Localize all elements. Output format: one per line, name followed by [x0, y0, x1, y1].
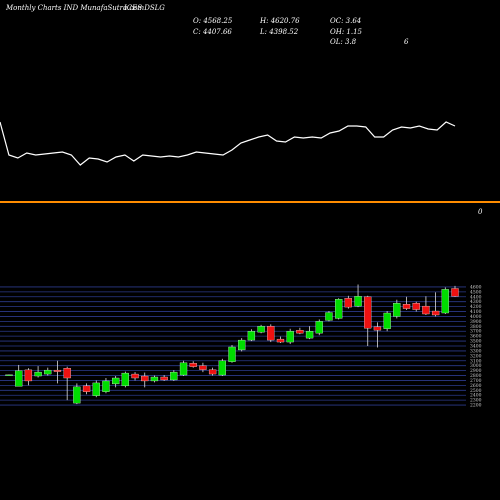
y-tick-label: 4000 — [470, 314, 482, 320]
y-tick-label: 4500 — [470, 289, 482, 295]
stat: H: 4620.76 — [259, 17, 300, 25]
y-tick-label: 3700 — [470, 329, 482, 335]
candle-body — [102, 380, 110, 392]
candle-body — [247, 331, 256, 341]
candle-body — [228, 346, 236, 362]
candle-body — [305, 331, 314, 339]
y-tick-label: 4100 — [470, 309, 482, 315]
candle-body — [44, 369, 52, 375]
stat: O: 4568.25 — [193, 17, 233, 25]
candle-body — [141, 375, 149, 382]
y-tick-label: 4400 — [470, 294, 482, 300]
candle-body — [451, 288, 459, 297]
stat: L: 4398.52 — [259, 28, 299, 36]
y-tick-label: 2600 — [470, 383, 482, 389]
chart-title: Monthly Charts IND MunafaSutra.com — [5, 4, 144, 12]
y-tick-label: 3600 — [470, 334, 482, 340]
y-tick-label: 3800 — [470, 324, 482, 330]
stat: OL: 3.8 — [330, 38, 357, 46]
candle-body — [208, 369, 217, 375]
candle-body — [431, 310, 440, 316]
candle-body — [412, 303, 420, 310]
candle-body — [15, 370, 23, 387]
candle-body — [5, 374, 13, 376]
candle-body — [364, 296, 372, 329]
y-tick-label: 2900 — [470, 368, 482, 374]
candle-body — [92, 382, 100, 396]
candle-body — [218, 360, 226, 376]
candle-body — [199, 365, 207, 370]
candle-body — [34, 371, 42, 377]
y-tick-label: 2400 — [470, 393, 482, 399]
candle-body — [112, 377, 120, 385]
candle-body — [383, 312, 391, 329]
chart-subtitle: ICES DSLG — [123, 4, 165, 12]
candle-body — [393, 303, 401, 317]
y-tick-label: 3900 — [470, 319, 482, 325]
candle-body — [354, 296, 362, 307]
candle-body — [189, 363, 197, 367]
candle-body — [82, 385, 91, 392]
candle-body — [373, 326, 382, 331]
indicator-line — [0, 121, 456, 166]
candle-body — [24, 369, 33, 382]
candle-body — [296, 330, 304, 334]
candle-body — [286, 331, 294, 343]
y-tick-label: 2200 — [470, 403, 482, 409]
y-tick-label: 3000 — [470, 363, 482, 369]
y-tick-label: 3100 — [470, 358, 482, 364]
candle-body — [121, 372, 129, 387]
candle-body — [422, 305, 430, 315]
y-tick-label: 4300 — [470, 299, 482, 305]
y-tick-label: 3300 — [470, 348, 482, 354]
candle-body — [160, 376, 168, 381]
candle-body — [402, 304, 411, 309]
candle-body — [131, 373, 139, 379]
candle-body — [267, 326, 275, 341]
candle-body — [441, 289, 449, 314]
y-tick-label: 3200 — [470, 353, 482, 359]
y-tick-label: 2500 — [470, 388, 482, 394]
candle-body — [63, 368, 71, 379]
y-tick-label: 3500 — [470, 339, 482, 345]
zero-label: 0 — [478, 208, 483, 216]
stat: C: 4407.66 — [193, 28, 232, 36]
candle-body — [179, 362, 188, 376]
y-tick-label: 2800 — [470, 373, 482, 379]
y-tick-label: 3400 — [470, 344, 482, 350]
candle-body — [238, 339, 246, 351]
candle-body — [170, 371, 178, 381]
stat: 6 — [404, 38, 409, 46]
candle-body — [325, 312, 333, 321]
y-tick-label: 4600 — [470, 284, 482, 290]
stat: OC: 3.64 — [330, 17, 361, 25]
candle-body — [276, 338, 285, 343]
candle-body — [150, 376, 159, 382]
candle-body — [53, 369, 62, 372]
candle-body — [73, 386, 81, 404]
y-tick-label: 2300 — [470, 398, 482, 404]
stat: OH: 1.15 — [330, 28, 363, 36]
candle-body — [344, 298, 352, 308]
y-tick-label: 2700 — [470, 378, 482, 384]
candle-body — [315, 321, 323, 334]
candle-body — [335, 299, 343, 319]
y-tick-label: 4200 — [470, 304, 482, 310]
candle-body — [257, 326, 265, 333]
